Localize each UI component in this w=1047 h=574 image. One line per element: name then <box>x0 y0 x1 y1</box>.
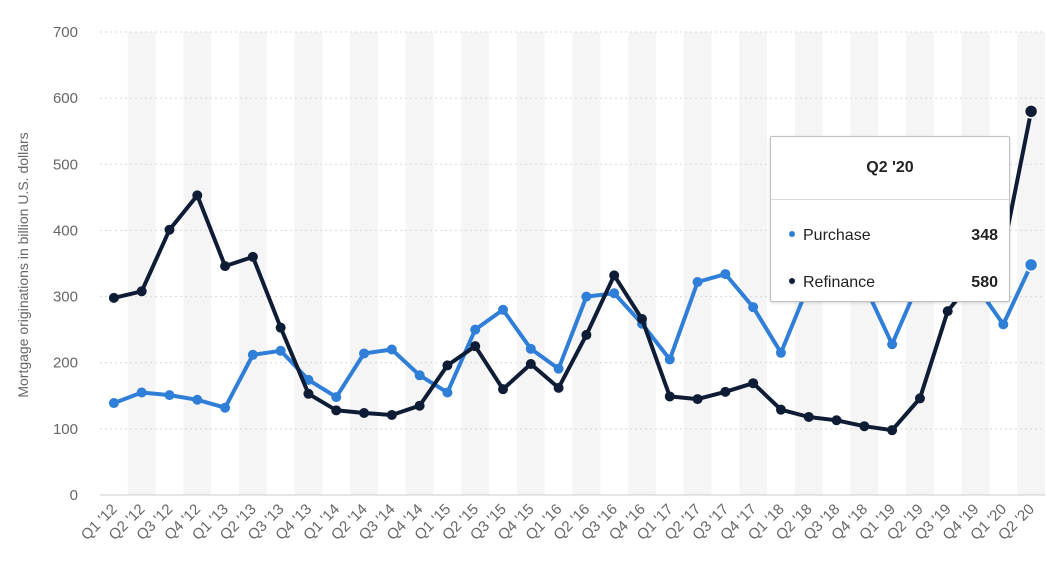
tooltip-value: 580 <box>971 274 998 291</box>
data-point-purchase <box>887 339 898 350</box>
column-band <box>183 32 212 495</box>
data-point-purchase <box>581 291 592 302</box>
tooltip-title: Q2 '20 <box>771 137 1009 200</box>
series-line-refinance <box>111 109 1034 433</box>
data-point-purchase <box>998 319 1009 330</box>
y-tick-label: 500 <box>53 156 78 173</box>
data-point-purchase <box>220 402 231 413</box>
y-axis-label: Mortgage originations in billion U.S. do… <box>15 132 31 397</box>
data-point-purchase <box>720 269 731 280</box>
data-point-purchase <box>748 302 759 313</box>
data-point-refinance <box>914 393 925 404</box>
y-tick-label: 600 <box>53 90 78 107</box>
data-point-refinance <box>831 415 842 426</box>
y-tick-label: 0 <box>70 487 78 504</box>
data-point-purchase <box>525 343 536 354</box>
tooltip: Q2 '20 Purchase 348 Refinance 580 <box>770 136 1010 302</box>
data-point-purchase <box>414 370 425 381</box>
data-point-purchase <box>108 398 119 409</box>
data-point-refinance <box>164 224 175 235</box>
data-point-purchase <box>498 304 509 315</box>
data-point-purchase <box>1023 257 1039 273</box>
column-band <box>628 32 656 495</box>
data-point-purchase <box>775 347 786 358</box>
data-point-refinance <box>942 306 953 317</box>
tooltip-row-refinance: Refinance 580 <box>789 274 998 298</box>
y-tick-label: 100 <box>53 421 78 438</box>
y-tick-label: 700 <box>53 24 78 41</box>
data-point-refinance <box>581 329 592 340</box>
data-point-purchase <box>136 387 147 398</box>
data-point-refinance <box>887 425 898 436</box>
data-point-purchase <box>164 390 175 401</box>
tooltip-label: Purchase <box>803 227 871 244</box>
data-point-refinance <box>108 292 119 303</box>
data-point-refinance <box>386 409 397 420</box>
data-point-refinance <box>720 386 731 397</box>
y-tick-label: 400 <box>53 222 78 239</box>
data-point-purchase <box>470 324 481 335</box>
data-point-purchase <box>331 392 342 403</box>
data-point-purchase <box>553 363 564 374</box>
column-band <box>572 32 601 495</box>
column-band <box>683 32 712 495</box>
column-band <box>127 32 156 495</box>
tooltip-row-purchase: Purchase 348 <box>789 227 998 251</box>
column-band <box>238 32 267 495</box>
column-band <box>405 32 434 495</box>
data-point-refinance <box>470 341 481 352</box>
data-point-purchase <box>192 394 203 405</box>
data-point-refinance <box>636 314 647 325</box>
purchase-marker-icon <box>789 230 795 237</box>
y-axis-ticks: 0 100 200 300 400 500 600 700 <box>53 24 78 504</box>
data-point-refinance <box>192 190 203 201</box>
data-point-purchase <box>303 374 314 385</box>
data-point-purchase <box>247 349 258 360</box>
y-tick-label: 200 <box>53 355 78 372</box>
data-point-purchase <box>386 344 397 355</box>
tooltip-value: 348 <box>971 227 998 244</box>
data-point-purchase <box>664 354 675 365</box>
tooltip-label: Refinance <box>803 274 876 291</box>
data-point-refinance <box>331 405 342 416</box>
gridlines <box>100 31 1045 496</box>
series-line-purchase <box>111 262 1034 410</box>
data-point-refinance <box>748 378 759 389</box>
data-point-refinance <box>664 391 675 402</box>
data-point-refinance <box>275 322 286 333</box>
data-point-refinance <box>359 407 370 418</box>
data-point-refinance <box>859 421 870 432</box>
data-point-refinance <box>442 360 453 371</box>
data-point-refinance <box>525 359 536 370</box>
data-point-purchase <box>275 345 286 356</box>
data-point-refinance <box>136 286 147 297</box>
data-point-purchase <box>609 288 620 299</box>
column-band <box>739 32 768 495</box>
data-point-purchase <box>442 387 453 398</box>
column-band <box>294 32 323 495</box>
data-point-refinance <box>1023 104 1039 119</box>
data-point-refinance <box>803 411 814 422</box>
data-point-refinance <box>247 251 258 262</box>
data-point-purchase <box>692 277 703 288</box>
refinance-marker-icon <box>789 277 795 284</box>
column-band <box>461 32 490 495</box>
data-point-refinance <box>303 388 314 399</box>
y-tick-label: 300 <box>53 289 78 306</box>
data-point-purchase <box>359 348 370 359</box>
data-point-refinance <box>775 404 786 415</box>
data-point-refinance <box>609 270 620 281</box>
data-point-refinance <box>692 394 703 405</box>
column-band <box>350 32 378 495</box>
data-point-refinance <box>220 261 231 272</box>
data-point-refinance <box>553 382 564 393</box>
data-point-refinance <box>498 384 509 395</box>
data-point-refinance <box>414 400 425 411</box>
column-band <box>516 32 545 495</box>
